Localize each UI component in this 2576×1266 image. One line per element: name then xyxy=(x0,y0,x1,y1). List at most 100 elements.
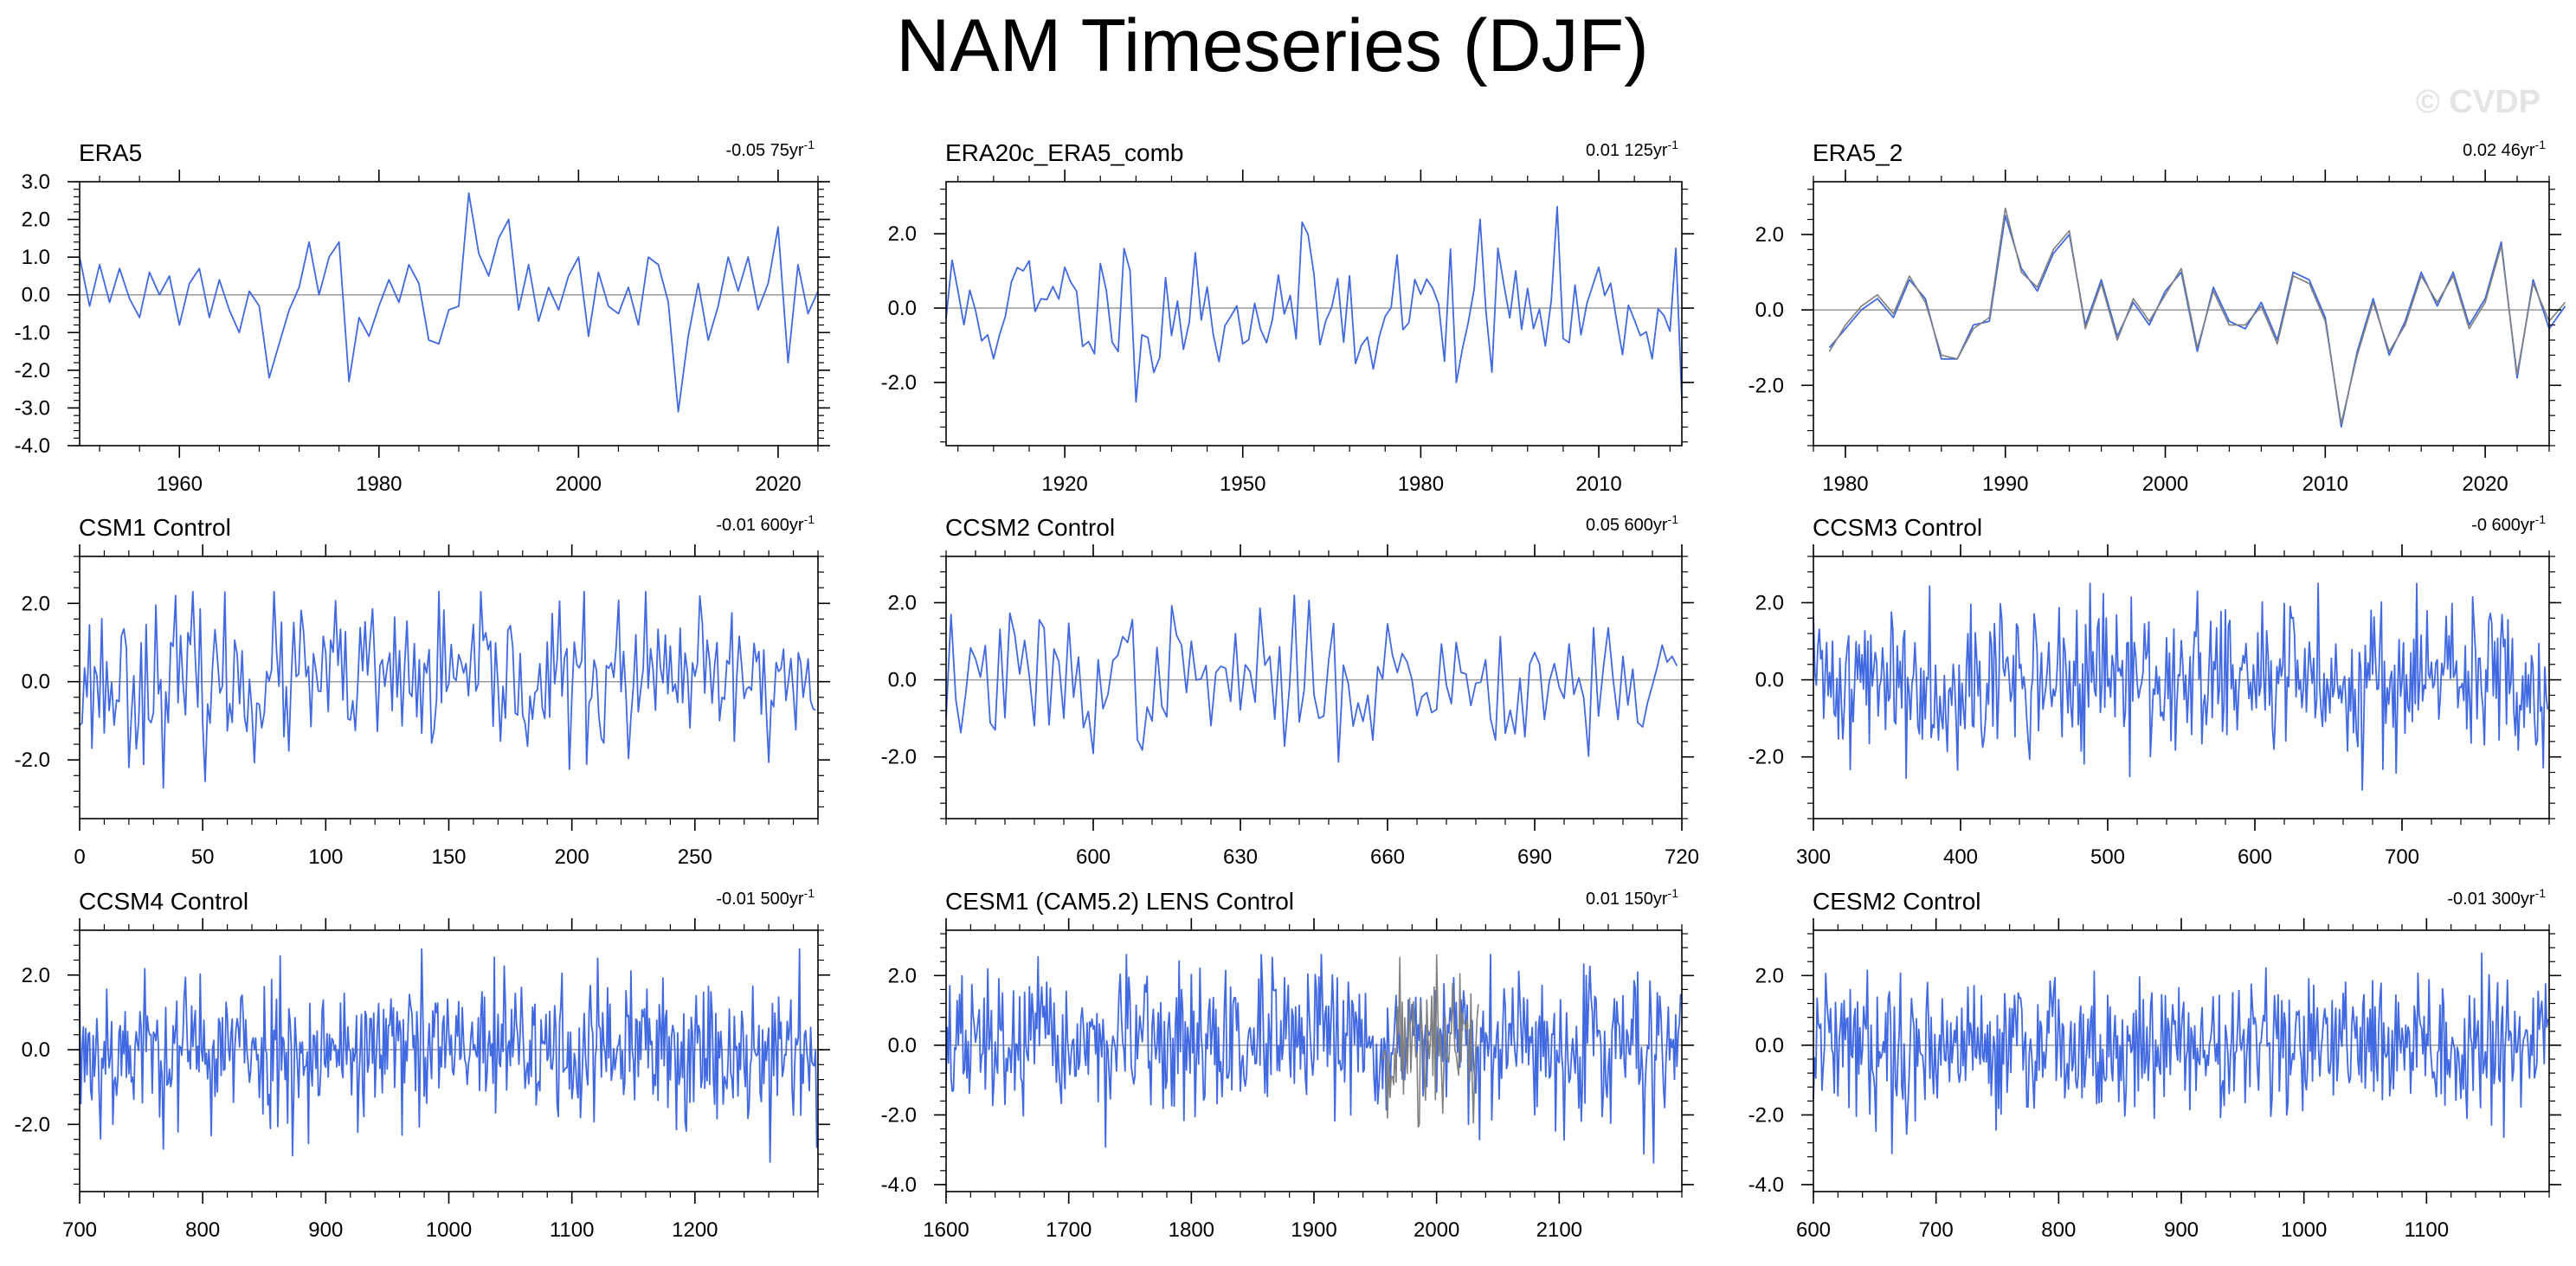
x-tick-label: 400 xyxy=(1943,845,1978,869)
trend-label: 0.01 125yr-1 xyxy=(1586,138,1678,160)
overlay-series-line xyxy=(1828,207,2566,424)
x-tick-label: 1100 xyxy=(2405,1218,2450,1242)
y-tick-label: -2.0 xyxy=(881,371,917,395)
x-tick-label: 900 xyxy=(2164,1218,2199,1242)
figure-title: NAM Timeseries (DJF) xyxy=(896,4,1649,87)
x-tick-label: 700 xyxy=(62,1218,97,1242)
y-tick-label: 2.0 xyxy=(888,222,917,246)
series-line xyxy=(1813,582,2549,791)
y-tick-label: -2.0 xyxy=(15,749,50,772)
y-tick-label: 2.0 xyxy=(888,964,917,987)
y-tick-label: -2.0 xyxy=(881,746,917,769)
series-line xyxy=(945,594,1678,763)
y-tick-label: 0.0 xyxy=(1755,669,1784,692)
y-tick-label: 2.0 xyxy=(22,209,50,232)
x-tick-label: 1980 xyxy=(1822,472,1868,496)
x-tick-label: 1980 xyxy=(356,472,402,496)
y-tick-label: 2.0 xyxy=(1755,223,1784,247)
y-tick-label: 0.0 xyxy=(1755,1034,1784,1057)
series-line xyxy=(1813,952,2549,1154)
x-tick-label: 660 xyxy=(1370,845,1405,869)
panel-7: CCSM4 Control -0.01 500yr-1 2.0 0.0 -2.0 700 8… xyxy=(15,886,830,1242)
x-tick-label: 2010 xyxy=(2302,472,2348,496)
y-tick-label: -2.0 xyxy=(881,1103,917,1127)
y-tick-label: -2.0 xyxy=(1748,374,1784,397)
series-line xyxy=(79,192,819,413)
x-tick-label: 1700 xyxy=(1046,1218,1092,1242)
trend-label: -0.05 75yr-1 xyxy=(725,138,815,160)
x-tick-label: 1920 xyxy=(1041,472,1087,496)
series-line xyxy=(945,954,1682,1164)
panel-8: CESM1 (CAM5.2) LENS Control 0.01 150yr-1 2… xyxy=(881,886,1694,1242)
x-tick-label: 1960 xyxy=(157,472,203,496)
x-tick-label: 2100 xyxy=(1536,1218,1582,1242)
y-tick-label: -2.0 xyxy=(15,1113,50,1136)
y-tick-label: 2.0 xyxy=(1755,591,1784,614)
y-tick-label: 0.0 xyxy=(1755,299,1784,322)
series-line xyxy=(79,948,818,1163)
panel-1: ERA5 -0.05 75yr-1 3.0 2.0 1.0 0.0 -1.0 -2.0 -3.0… xyxy=(15,138,830,496)
plot-frame xyxy=(1813,556,2550,819)
x-tick-label: 150 xyxy=(431,845,466,869)
y-tick-label: -4.0 xyxy=(1748,1173,1784,1197)
y-tick-label: -2.0 xyxy=(1748,746,1784,769)
y-tick-label: 2.0 xyxy=(22,592,50,615)
y-tick-label: 2.0 xyxy=(22,964,50,987)
x-tick-label: 1100 xyxy=(550,1218,595,1242)
y-tick-label: -1.0 xyxy=(15,321,50,344)
x-tick-label: 600 xyxy=(2238,845,2272,869)
panel-title: ERA5_2 xyxy=(1813,139,1903,166)
x-tick-label: 2000 xyxy=(2142,472,2188,496)
plot-frame xyxy=(1813,181,2550,447)
panel-title: CSM1 Control xyxy=(79,514,231,541)
x-tick-label: 720 xyxy=(1665,845,1699,869)
trend-label: -0.01 300yr-1 xyxy=(2447,886,2546,909)
panel-4: CSM1 Control -0.01 600yr-1 2.0 0.0 -2.0 0 50 10… xyxy=(15,512,830,869)
x-tick-label: 250 xyxy=(678,845,712,869)
y-tick-label: 1.0 xyxy=(22,246,50,269)
trend-label: 0.02 46yr-1 xyxy=(2463,138,2546,160)
x-tick-label: 50 xyxy=(191,845,215,869)
panel-5: CCSM2 Control 0.05 600yr-1 2.0 0.0 -2.0 600 63… xyxy=(881,512,1699,869)
y-tick-label: 0.0 xyxy=(888,1034,917,1057)
y-tick-label: -2.0 xyxy=(1748,1103,1784,1127)
x-tick-label: 800 xyxy=(2041,1218,2076,1242)
panel-title: CCSM4 Control xyxy=(79,888,248,915)
plot-frame xyxy=(79,181,819,447)
y-tick-label: 0.0 xyxy=(22,1038,50,1062)
x-tick-label: 1800 xyxy=(1169,1218,1214,1242)
y-tick-label: 2.0 xyxy=(1755,964,1784,987)
panel-title: CCSM2 Control xyxy=(945,514,1115,541)
trend-label: -0.01 500yr-1 xyxy=(716,886,815,909)
y-tick-label: 2.0 xyxy=(888,591,917,614)
y-tick-label: 3.0 xyxy=(22,170,50,194)
x-tick-label: 900 xyxy=(308,1218,343,1242)
x-tick-label: 700 xyxy=(1919,1218,1954,1242)
panel-9: CESM2 Control -0.01 300yr-1 2.0 0.0 -2.0 -4.0… xyxy=(1748,886,2561,1242)
x-tick-label: 1200 xyxy=(672,1218,718,1242)
x-tick-label: 1980 xyxy=(1398,472,1444,496)
x-tick-label: 2000 xyxy=(1414,1218,1459,1242)
x-tick-label: 1000 xyxy=(2281,1218,2327,1242)
x-tick-label: 800 xyxy=(185,1218,220,1242)
x-tick-label: 100 xyxy=(308,845,343,869)
x-tick-label: 2020 xyxy=(755,472,801,496)
panel-2: ERA20c_ERA5_comb 0.01 125yr-1 2.0 0.0 -2.0 19… xyxy=(881,138,1694,496)
plot-frame xyxy=(945,556,1683,819)
panel-title: ERA5 xyxy=(79,139,142,166)
y-tick-label: -2.0 xyxy=(15,359,50,382)
panel-title: CESM2 Control xyxy=(1813,888,1981,915)
x-tick-label: 0 xyxy=(74,845,85,869)
y-tick-label: -4.0 xyxy=(15,434,50,458)
y-tick-label: -3.0 xyxy=(15,396,50,420)
panel-title: CCSM3 Control xyxy=(1813,514,1982,541)
x-tick-label: 2000 xyxy=(556,472,602,496)
x-tick-label: 2010 xyxy=(1575,472,1621,496)
x-tick-label: 600 xyxy=(1076,845,1111,869)
x-tick-label: 1000 xyxy=(426,1218,472,1242)
trend-label: 0.01 150yr-1 xyxy=(1586,886,1678,909)
x-tick-label: 2020 xyxy=(2462,472,2508,496)
x-tick-label: 500 xyxy=(2090,845,2125,869)
panel-6: CCSM3 Control -0 600yr-1 2.0 0.0 -2.0 300 400 5… xyxy=(1748,512,2561,869)
